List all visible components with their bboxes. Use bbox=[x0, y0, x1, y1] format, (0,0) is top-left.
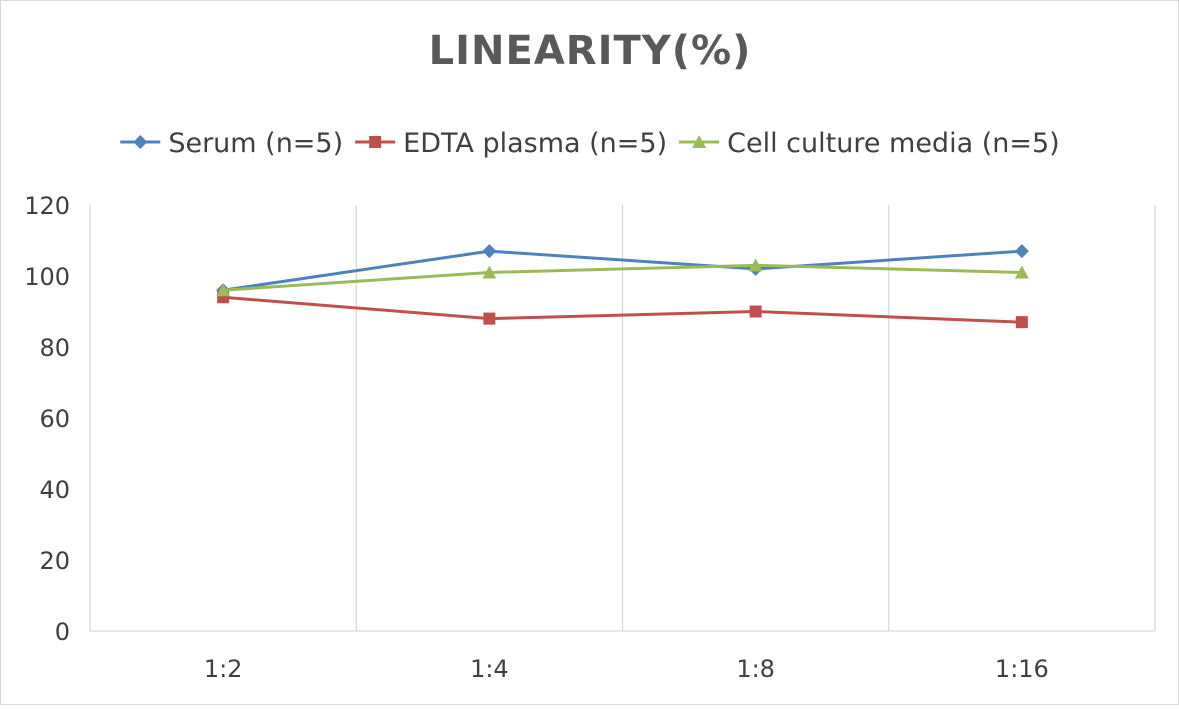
legend-label: EDTA plasma (n=5) bbox=[403, 128, 667, 159]
data-point bbox=[483, 312, 496, 325]
y-tick-label: 40 bbox=[39, 476, 70, 504]
data-point bbox=[1014, 244, 1029, 259]
legend-label: Serum (n=5) bbox=[168, 128, 343, 159]
y-tick-label: 20 bbox=[39, 547, 70, 575]
data-point bbox=[482, 244, 497, 259]
y-tick-label: 0 bbox=[55, 618, 70, 646]
series-line bbox=[223, 263, 1022, 292]
x-axis-ticks: 1:2 1:4 1:8 1:16 bbox=[204, 655, 1049, 683]
grid bbox=[89, 205, 1156, 632]
x-tick-label: 1:4 bbox=[470, 655, 509, 683]
legend-item-edta-plasma-n-5: EDTA plasma (n=5) bbox=[355, 128, 667, 159]
data-point bbox=[482, 265, 497, 279]
series-line bbox=[223, 295, 1022, 324]
legend-item-serum-n-5: Serum (n=5) bbox=[120, 128, 343, 159]
x-tick-label: 1:2 bbox=[204, 655, 243, 683]
series-layer bbox=[216, 244, 1029, 329]
data-point bbox=[216, 283, 231, 297]
y-tick-label: 80 bbox=[39, 334, 70, 362]
legend: Serum (n=5) EDTA plasma (n=5) Cell culture… bbox=[120, 128, 1060, 159]
series-edta-plasma-n-5 bbox=[217, 291, 1028, 329]
chart-title: LINEARITY(%) bbox=[429, 28, 752, 74]
y-tick-label: 120 bbox=[24, 192, 70, 220]
y-tick-label: 60 bbox=[39, 405, 70, 433]
series-cell-culture-media-n-5 bbox=[216, 258, 1029, 297]
data-point bbox=[1014, 265, 1029, 279]
legend-marker bbox=[369, 136, 382, 148]
x-tick-label: 1:16 bbox=[995, 655, 1049, 683]
data-point bbox=[749, 305, 762, 318]
series-line bbox=[222, 249, 1022, 292]
legend-label: Cell culture media (n=5) bbox=[727, 128, 1060, 159]
y-tick-label: 100 bbox=[24, 263, 70, 291]
legend-marker bbox=[133, 135, 148, 149]
y-axis-ticks: 0 20 40 60 80 100 120 bbox=[24, 192, 70, 646]
data-point bbox=[1015, 316, 1028, 329]
data-point bbox=[748, 258, 763, 272]
legend-item-cell-culture-media-n-5: Cell culture media (n=5) bbox=[679, 128, 1060, 159]
legend-marker bbox=[692, 135, 707, 148]
x-tick-label: 1:8 bbox=[736, 655, 775, 683]
